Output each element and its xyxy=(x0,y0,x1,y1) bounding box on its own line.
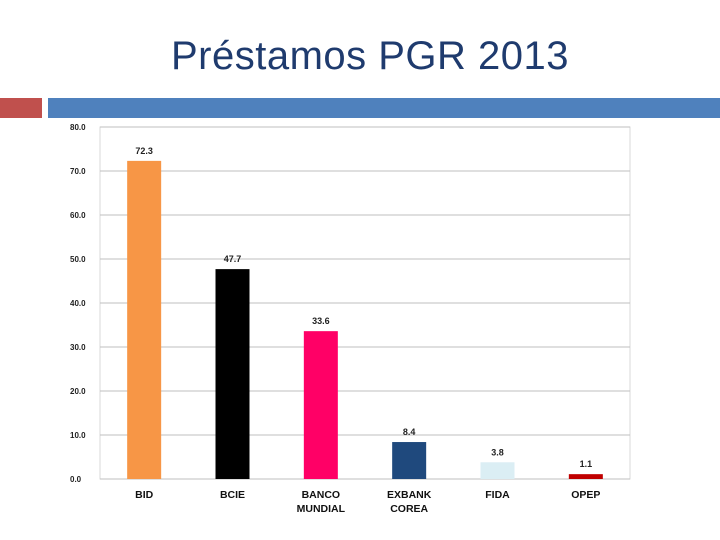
data-label: 47.7 xyxy=(224,254,242,264)
data-label: 1.1 xyxy=(580,459,593,469)
chart-panel: 80.0 70.0 60.0 50.0 40.0 30.0 20.0 10.0 0.0 72.3 B… xyxy=(24,118,644,523)
slide-title: Préstamos PGR 2013 xyxy=(170,34,570,78)
bar xyxy=(392,442,427,479)
x-tick-label: BCIE xyxy=(220,489,245,501)
bar xyxy=(480,462,515,479)
y-tick-label: 60.0 xyxy=(70,211,86,220)
x-tick-label: BID xyxy=(135,489,154,501)
data-label: 72.3 xyxy=(135,146,153,156)
data-label: 8.4 xyxy=(403,427,416,437)
y-tick-label: 40.0 xyxy=(70,299,86,308)
x-tick-label: MUNDIAL xyxy=(297,503,346,515)
accent-bar-red xyxy=(0,98,42,118)
y-tick-label: 80.0 xyxy=(70,123,86,132)
data-label: 33.6 xyxy=(312,316,330,326)
x-tick-label: BANCO xyxy=(302,489,341,501)
y-tick-label: 20.0 xyxy=(70,387,86,396)
x-tick-label: COREA xyxy=(390,503,428,515)
y-tick-label: 50.0 xyxy=(70,255,86,264)
data-label: 3.8 xyxy=(491,447,504,457)
y-tick-label: 0.0 xyxy=(70,475,82,484)
x-tick-label: OPEP xyxy=(571,489,600,501)
accent-bar-blue xyxy=(48,98,720,118)
bar-chart: 80.0 70.0 60.0 50.0 40.0 30.0 20.0 10.0 0.0 72.3 B… xyxy=(70,123,631,515)
x-tick-label: EXBANK xyxy=(387,489,432,501)
y-tick-label: 70.0 xyxy=(70,167,86,176)
y-tick-label: 30.0 xyxy=(70,343,86,352)
bar xyxy=(568,474,603,479)
x-tick-label: FIDA xyxy=(485,489,510,501)
bar xyxy=(215,269,250,479)
y-tick-label: 10.0 xyxy=(70,431,86,440)
bar xyxy=(127,160,162,479)
bar xyxy=(303,331,338,479)
